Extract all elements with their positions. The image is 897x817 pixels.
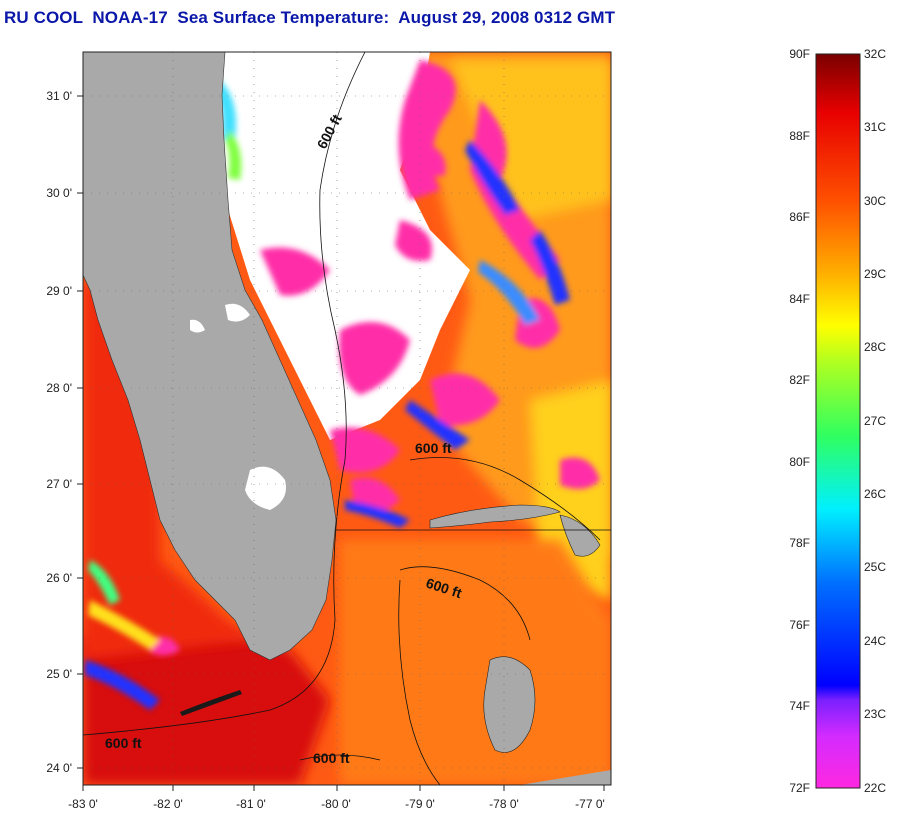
- lon-label-83: -83 0': [68, 797, 98, 811]
- florida-keys: [180, 690, 242, 716]
- grand-bahama: [429, 504, 561, 529]
- lat-label-30: 30 0': [46, 186, 72, 200]
- fahrenheit-scale: 90F 88F 86F 84F 82F 80F 78F 76F 74F 72F: [789, 47, 810, 795]
- f-label-86: 86F: [789, 210, 810, 224]
- bathymetry-contours: [83, 52, 611, 785]
- c-label-24: 24C: [864, 634, 886, 648]
- c-label-25: 25C: [864, 560, 886, 574]
- lon-label-82: -82 0': [153, 797, 183, 811]
- f-label-78: 78F: [789, 536, 810, 550]
- abaco-island: [559, 514, 601, 557]
- lon-label-80: -80 0': [321, 797, 351, 811]
- c-label-22: 22C: [864, 781, 886, 795]
- lon-label-78: -78 0': [489, 797, 519, 811]
- f-label-74: 74F: [789, 699, 810, 713]
- c-label-30: 30C: [864, 194, 886, 208]
- inland-lake: [225, 303, 250, 322]
- lon-label-79: -79 0': [405, 797, 435, 811]
- lon-label-77: -77 0': [575, 797, 605, 811]
- f-label-72: 72F: [789, 781, 810, 795]
- lat-label-28: 28 0': [46, 381, 72, 395]
- contour-label-600ft-keys: 600 ft: [105, 735, 142, 751]
- f-label-84: 84F: [789, 292, 810, 306]
- lat-label-25: 25 0': [46, 667, 72, 681]
- lat-lon-grid: [83, 52, 611, 785]
- map-frame: [82, 51, 612, 786]
- f-label-88: 88F: [789, 129, 810, 143]
- atlantic-yellow-zone-north: [450, 60, 611, 220]
- c-label-31: 31C: [864, 120, 886, 134]
- lat-label-29: 29 0': [46, 284, 72, 298]
- c-label-23: 23C: [864, 707, 886, 721]
- c-label-27: 27C: [864, 414, 886, 428]
- andros-island: [483, 656, 536, 753]
- f-label-82: 82F: [789, 373, 810, 387]
- straits-orange-zone: [340, 540, 611, 785]
- lat-label-27: 27 0': [46, 477, 72, 491]
- lat-label-31: 31 0': [46, 89, 72, 103]
- lake-okeechobee: [245, 466, 286, 510]
- cloud-edge-cold-pixels: [85, 60, 600, 710]
- c-label-28: 28C: [864, 340, 886, 354]
- contour-label-600ft-bahamas: 600 ft: [415, 440, 452, 456]
- inland-lake-2: [190, 319, 205, 333]
- lat-label-24: 24 0': [46, 761, 72, 775]
- f-label-80: 80F: [789, 455, 810, 469]
- c-label-26: 26C: [864, 487, 886, 501]
- cuba-coast: [520, 770, 611, 785]
- c-label-32: 32C: [864, 47, 886, 61]
- f-label-90: 90F: [789, 47, 810, 61]
- latitude-axis: 31 0' 30 0' 29 0' 28 0' 27 0' 26 0' 25 0…: [46, 89, 83, 775]
- f-label-76: 76F: [789, 618, 810, 632]
- contour-label-600ft-south: 600 ft: [313, 750, 350, 766]
- celsius-scale: 32C 31C 30C 29C 28C 27C 26C 25C 24C 23C …: [864, 47, 886, 795]
- color-scale-bar: [815, 53, 861, 789]
- lon-label-81: -81 0': [236, 797, 266, 811]
- lat-label-26: 26 0': [46, 571, 72, 585]
- c-label-29: 29C: [864, 267, 886, 281]
- color-scale-legend: 90F 88F 86F 84F 82F 80F 78F 76F 74F 72F …: [789, 47, 886, 795]
- map-title: RU COOL NOAA-17 Sea Surface Temperature:…: [4, 8, 616, 27]
- longitude-axis: -83 0' -82 0' -81 0' -80 0' -79 0' -78 0…: [68, 785, 605, 811]
